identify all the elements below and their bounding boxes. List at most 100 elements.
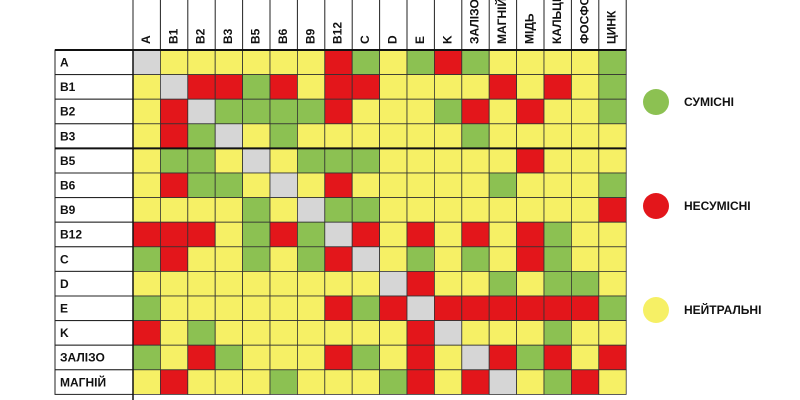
cell <box>132 123 161 149</box>
cell <box>269 246 298 272</box>
cell <box>242 320 271 346</box>
cell <box>242 369 271 395</box>
cell <box>461 123 490 149</box>
cell <box>242 246 271 272</box>
cell <box>242 295 271 322</box>
cell <box>406 147 435 174</box>
cell <box>488 369 518 395</box>
cell <box>543 147 572 174</box>
column-header: МІДЬ <box>522 13 536 44</box>
column-header: C <box>358 35 372 44</box>
cell <box>187 49 216 76</box>
cell <box>324 197 353 223</box>
cell <box>269 98 298 125</box>
cell <box>598 295 627 322</box>
cell <box>242 344 271 371</box>
cell <box>488 49 518 76</box>
cell <box>296 197 326 223</box>
cell <box>187 123 216 149</box>
cell <box>598 246 627 272</box>
cell <box>269 320 298 346</box>
cell <box>269 270 298 297</box>
cell <box>159 221 189 248</box>
column-header: B5 <box>248 28 262 44</box>
cell <box>296 74 326 100</box>
cell <box>159 344 189 371</box>
cell <box>433 172 463 199</box>
cell <box>488 221 518 248</box>
cell <box>132 270 161 297</box>
cell <box>598 197 627 223</box>
cell <box>406 270 435 297</box>
cell <box>598 344 627 371</box>
cell <box>187 197 216 223</box>
cell <box>214 49 243 76</box>
cell <box>543 74 572 100</box>
cell <box>242 197 271 223</box>
cell <box>516 172 545 199</box>
column-header: D <box>385 35 399 44</box>
cell <box>214 221 243 248</box>
cell <box>516 344 545 371</box>
legend-label: НЕСУМІСНІ <box>684 199 751 213</box>
cell <box>132 369 161 395</box>
cell <box>269 147 298 174</box>
cell <box>571 172 600 199</box>
cell <box>433 221 463 248</box>
cell <box>269 123 298 149</box>
cell <box>543 246 572 272</box>
cell <box>571 295 600 322</box>
cell <box>379 98 408 125</box>
cell <box>351 123 381 149</box>
column-header: КАЛЬЦІЙ <box>549 0 564 44</box>
column-header: B12 <box>331 22 345 44</box>
cell <box>269 344 298 371</box>
cell <box>242 49 271 76</box>
cell <box>433 320 463 346</box>
column-header: A <box>139 35 153 44</box>
row-label-cell <box>54 295 134 322</box>
cell <box>406 123 435 149</box>
cell <box>516 74 545 100</box>
row-label: D <box>60 277 69 291</box>
row-label: ЗАЛІЗО <box>60 351 105 365</box>
row-label: B6 <box>60 178 76 192</box>
cell <box>516 221 545 248</box>
cell <box>132 49 161 76</box>
cell <box>269 172 298 199</box>
cell <box>324 369 353 395</box>
cell <box>269 295 298 322</box>
cell <box>543 98 572 125</box>
cell <box>296 270 326 297</box>
cell <box>379 172 408 199</box>
row-label-cell <box>54 246 134 272</box>
cell <box>159 320 189 346</box>
row-label-cell <box>54 74 134 100</box>
cell <box>159 74 189 100</box>
cell <box>324 320 353 346</box>
cell <box>516 246 545 272</box>
cell <box>598 320 627 346</box>
cell <box>406 98 435 125</box>
cell <box>461 49 490 76</box>
cell <box>214 172 243 199</box>
cell <box>132 74 161 100</box>
cell <box>406 49 435 76</box>
cell <box>488 344 518 371</box>
cell <box>406 172 435 199</box>
row-label-cell <box>54 98 134 125</box>
legend-swatch <box>643 89 669 115</box>
row-label-cell <box>54 270 134 297</box>
cell <box>296 172 326 199</box>
cell <box>433 49 463 76</box>
cell <box>543 344 572 371</box>
row-label: B2 <box>60 105 76 119</box>
cell <box>488 320 518 346</box>
cell <box>433 369 463 395</box>
cell <box>214 369 243 395</box>
legend-label: НЕЙТРАЛЬНІ <box>684 302 761 317</box>
legend-label: СУМІСНІ <box>684 95 734 109</box>
cell <box>571 98 600 125</box>
cell <box>406 369 435 395</box>
